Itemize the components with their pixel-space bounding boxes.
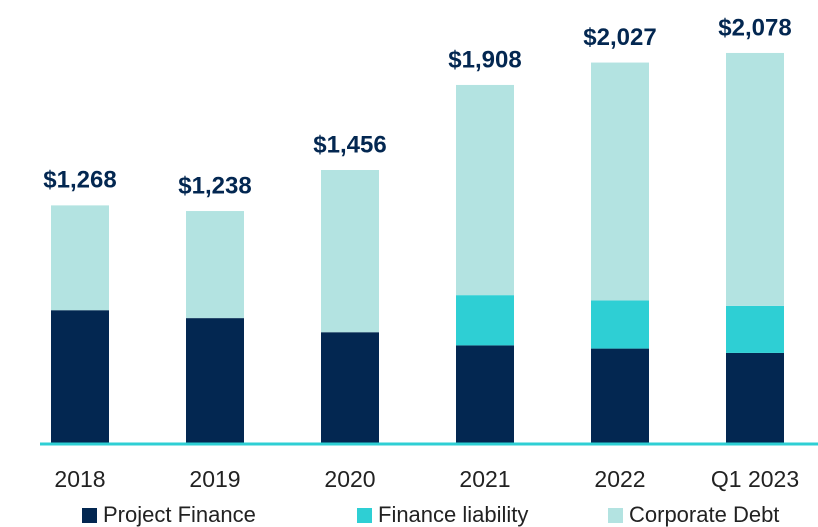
bar-segment	[186, 211, 244, 319]
legend-label: Finance liability	[378, 502, 528, 527]
bar-segment	[321, 332, 379, 444]
total-label: $1,456	[313, 131, 386, 158]
x-tick-label: 2019	[189, 466, 240, 492]
bar-segment	[321, 170, 379, 333]
x-tick-label: 2021	[459, 466, 510, 492]
legend-swatch	[82, 508, 97, 523]
bar-segment	[726, 52, 784, 306]
bar-segment	[456, 345, 514, 444]
total-label: $1,268	[43, 167, 116, 194]
total-label: $2,027	[583, 24, 656, 51]
legend-swatch	[357, 508, 372, 523]
bar-segment	[726, 352, 784, 444]
total-label: $1,908	[448, 46, 521, 73]
bar-segment	[456, 84, 514, 296]
bar-segment	[186, 318, 244, 444]
x-tick-label: 2022	[594, 466, 645, 492]
bar-segment	[51, 310, 109, 444]
bar-segment	[591, 62, 649, 301]
bar-segment	[51, 205, 109, 311]
bar-segment	[726, 305, 784, 353]
bar-segment	[591, 348, 649, 444]
total-label: $2,078	[718, 14, 791, 41]
x-tick-label: Q1 2023	[711, 466, 799, 492]
bar-segment	[591, 300, 649, 349]
total-label: $1,238	[178, 172, 251, 199]
x-tick-label: 2020	[324, 466, 375, 492]
legend-label: Project Finance	[103, 502, 256, 527]
legend-swatch	[608, 508, 623, 523]
bar-segment	[456, 295, 514, 346]
x-tick-label: 2018	[54, 466, 105, 492]
legend-label: Corporate Debt	[629, 502, 779, 527]
